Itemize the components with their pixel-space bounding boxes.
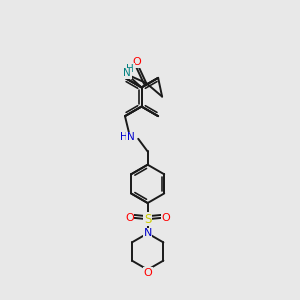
Text: N: N	[143, 228, 152, 238]
Text: N: N	[127, 132, 135, 142]
Text: O: O	[125, 213, 134, 223]
Text: S: S	[144, 213, 151, 226]
Text: H: H	[126, 64, 134, 74]
Text: O: O	[161, 213, 170, 223]
Text: O: O	[132, 57, 141, 67]
Text: N: N	[123, 68, 131, 78]
Text: H: H	[120, 132, 128, 142]
Text: O: O	[143, 268, 152, 278]
